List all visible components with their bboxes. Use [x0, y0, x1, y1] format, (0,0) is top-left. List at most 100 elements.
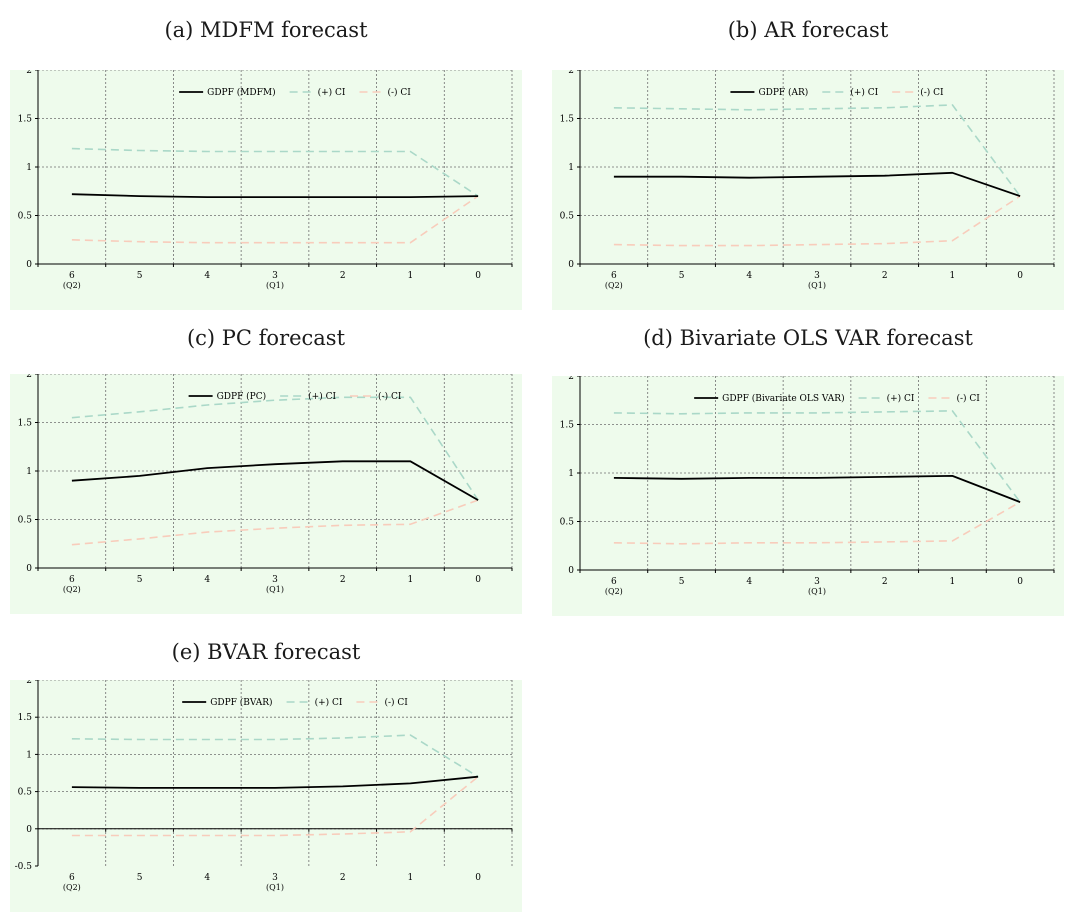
- x-tick-label: 5: [137, 575, 143, 585]
- y-tick-label: 1: [568, 163, 574, 173]
- y-tick-label: 0.5: [18, 212, 33, 222]
- legend-label: (+) CI: [887, 393, 915, 404]
- y-tick-label: 0: [568, 260, 574, 270]
- y-tick-label: 2: [26, 70, 32, 76]
- series-line: [613, 195, 1021, 247]
- x-tick-label: 2: [882, 271, 888, 281]
- y-tick-label: 1.5: [560, 115, 575, 125]
- y-tick-label: 0.5: [560, 212, 575, 222]
- legend-label: (+) CI: [315, 697, 343, 708]
- x-tick-sublabel: (Q2): [63, 281, 81, 290]
- legend-label: GDPF (MDFM): [207, 87, 275, 98]
- bvar-chart: -0.5 0 0.5 1 1.5 2 6(Q2) 5 4 3(Q1) 2 1 0 GDPF (BVAR) (…: [10, 680, 522, 912]
- chart-title: (a) MDFM forecast: [164, 18, 368, 42]
- y-tick-label: 1.5: [18, 419, 33, 429]
- x-tick-label: 2: [882, 577, 888, 587]
- x-tick-label: 5: [679, 271, 685, 281]
- chart-title: (e) BVAR forecast: [171, 640, 361, 664]
- pc-chart: 0 0.5 1 1.5 2 6(Q2) 5 4 3(Q1) 2 1 0 GDPF (PC) (+) CI (…: [10, 374, 522, 614]
- x-tick-label: 1: [408, 575, 414, 585]
- chart-panel-ar: (b) AR forecast 0 0.5 1 1.5 2 6 (Q2) 5 4 3 (Q1) 2 1 0…: [552, 18, 1064, 310]
- x-tick-sublabel: (Q1): [808, 587, 826, 596]
- x-tick-label: 4: [746, 577, 752, 587]
- y-tick-label: 1: [26, 750, 32, 760]
- x-tick-sublabel: (Q2): [605, 281, 623, 290]
- x-tick-label: 4: [204, 575, 210, 585]
- legend-label: (+) CI: [850, 87, 878, 98]
- y-tick-label: 1: [568, 469, 574, 479]
- legend-label: GDPF (AR): [758, 87, 808, 98]
- x-tick-label: 0: [475, 873, 481, 883]
- y-tick-label: 0: [26, 564, 32, 574]
- chart-background: [10, 70, 522, 310]
- y-tick-label: 2: [26, 680, 32, 686]
- series-line: [613, 171, 1021, 197]
- x-tick-sublabel: (Q2): [63, 883, 81, 892]
- x-tick-sublabel: (Q2): [605, 587, 623, 596]
- chart-panel-bvar: (e) BVAR forecast -0.5 0 0.5 1 1.5 2 6 (Q2) 5 4 3(…: [10, 640, 522, 914]
- y-tick-label: 2: [568, 70, 574, 76]
- x-tick-label: 5: [137, 873, 143, 883]
- y-tick-label: 0.5: [560, 518, 575, 528]
- chart-background: [552, 376, 1064, 616]
- legend-label: (+) CI: [318, 87, 346, 98]
- x-tick-sublabel: (Q2): [63, 585, 81, 594]
- series-line: [71, 193, 479, 198]
- x-tick-label: 2: [340, 271, 346, 281]
- x-tick-label: 6: [611, 577, 617, 587]
- legend-label: (-) CI: [378, 391, 402, 402]
- legend-label: (-) CI: [920, 87, 944, 98]
- x-tick-label: 3: [272, 575, 278, 585]
- chart-title: (b) AR forecast: [727, 18, 889, 42]
- y-tick-label: 0: [568, 566, 574, 576]
- series-line: [71, 499, 479, 546]
- series-line: [613, 410, 1021, 503]
- legend-label: (-) CI: [387, 87, 411, 98]
- x-tick-label: 6: [611, 271, 617, 281]
- x-tick-sublabel: (Q1): [266, 883, 284, 892]
- x-tick-sublabel: (Q1): [266, 585, 284, 594]
- x-tick-sublabel: (Q1): [808, 281, 826, 290]
- legend-label: (-) CI: [956, 393, 980, 404]
- chart-title: (d) Bivariate OLS VAR forecast: [643, 326, 973, 350]
- x-tick-label: 4: [204, 873, 210, 883]
- x-tick-label: 5: [679, 577, 685, 587]
- ar-chart: 0 0.5 1 1.5 2 6(Q2) 5 4 3(Q1) 2 1 0 GDPF (AR) (+) CI (…: [552, 70, 1064, 310]
- y-tick-label: 0: [26, 260, 32, 270]
- x-tick-label: 4: [746, 271, 752, 281]
- x-tick-label: 3: [814, 577, 820, 587]
- y-tick-label: 1.5: [18, 115, 33, 125]
- chart-panel-bivariate-ols-var: (d) Bivariate OLS VAR forecast 0 0.5 1 1.5 2…: [552, 326, 1064, 616]
- series-line: [613, 475, 1021, 503]
- chart-background: [10, 680, 522, 912]
- series-line: [71, 734, 479, 778]
- y-tick-label: 0.5: [18, 516, 33, 526]
- series-line: [71, 775, 479, 789]
- x-tick-label: 0: [475, 271, 481, 281]
- x-tick-label: 3: [814, 271, 820, 281]
- legend-label: GDPF (PC): [217, 391, 267, 402]
- x-tick-label: 1: [408, 271, 414, 281]
- chart-panel-mdfm: (a) MDFM forecast 0 0.5 1 1.5 2 6 (Q2) 5 4 3 (Q1) 2…: [10, 18, 522, 310]
- y-tick-label: 1: [26, 163, 32, 173]
- x-tick-label: 3: [272, 873, 278, 883]
- y-tick-label: 0: [26, 825, 32, 835]
- x-tick-label: 0: [1017, 271, 1023, 281]
- x-tick-label: 2: [340, 575, 346, 585]
- x-tick-label: 6: [69, 271, 75, 281]
- chart-panel-pc: (c) PC forecast 0 0.5 1 1.5 2 6 (Q2) 5 4 3 (Q1) 2 1 0…: [10, 326, 522, 616]
- bivariate-ols-var-chart: 0 0.5 1 1.5 2 6(Q2) 5 4 3(Q1) 2 1 0 GDPF (Bivariate …: [552, 376, 1064, 616]
- x-tick-label: 5: [137, 271, 143, 281]
- chart-background: [10, 374, 522, 614]
- x-tick-sublabel: (Q1): [266, 281, 284, 290]
- chart-title: (c) PC forecast: [186, 326, 346, 350]
- x-tick-label: 0: [1017, 577, 1023, 587]
- legend-label: GDPF (Bivariate OLS VAR): [722, 393, 844, 404]
- x-tick-label: 3: [272, 271, 278, 281]
- series-line: [71, 460, 479, 501]
- series-line: [71, 147, 479, 197]
- x-tick-label: 6: [69, 873, 75, 883]
- y-tick-label: -0.5: [15, 862, 33, 872]
- y-tick-label: 1.5: [18, 713, 33, 723]
- mdfm-chart: 0 0.5 1 1.5 2 6(Q2) 5 4 3(Q1) 2 1 0 GDPF (MDFM) (+) C…: [10, 70, 522, 310]
